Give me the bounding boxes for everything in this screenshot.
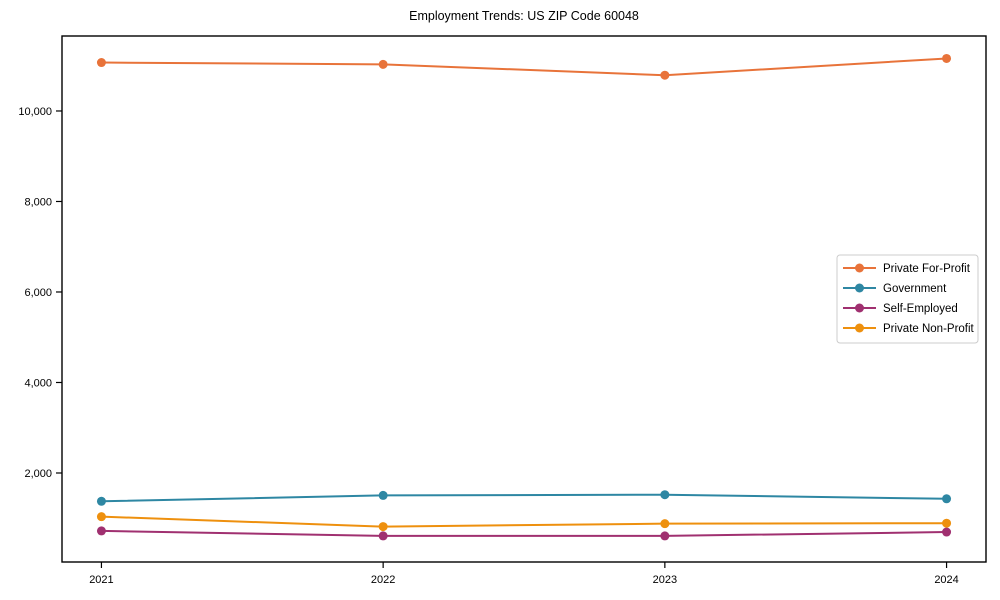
- legend-swatch-marker: [855, 263, 864, 273]
- series-government: [96, 490, 952, 506]
- legend-swatch-marker: [855, 283, 864, 293]
- legend-label: Private For-Profit: [883, 263, 971, 275]
- y-axis-tick-label: 2,000: [24, 468, 52, 480]
- series-line-government: [101, 493, 947, 503]
- legend-swatch-marker: [855, 303, 864, 313]
- series-line-self-employed: [101, 529, 947, 537]
- data-point-government: [942, 494, 952, 504]
- chart-title: Employment Trends: US ZIP Code 60048: [409, 9, 639, 23]
- data-point-private-for-profit: [942, 53, 952, 63]
- data-point-self-employed: [660, 531, 670, 541]
- legend-swatch-marker: [855, 323, 864, 333]
- series-private-for-profit: [96, 53, 952, 80]
- data-point-self-employed: [942, 527, 952, 537]
- series-private-non-profit: [96, 512, 952, 532]
- x-axis-tick-label: 2021: [89, 574, 113, 586]
- data-point-self-employed: [96, 526, 106, 536]
- data-point-government: [96, 496, 106, 506]
- y-axis-tick-label: 4,000: [24, 377, 52, 389]
- data-point-private-non-profit: [942, 518, 952, 528]
- data-point-government: [660, 490, 670, 500]
- legend-label: Self-Employed: [883, 303, 958, 315]
- data-point-private-non-profit: [378, 522, 388, 532]
- series-line-private-for-profit: [101, 57, 947, 77]
- data-point-self-employed: [378, 531, 388, 541]
- data-point-private-for-profit: [96, 58, 106, 68]
- data-point-government: [378, 490, 388, 500]
- chart-legend: Private For-Profit Government Self-Employe…: [836, 254, 979, 344]
- data-point-private-for-profit: [378, 59, 388, 69]
- data-point-private-for-profit: [660, 70, 670, 80]
- x-axis-tick-label: 2024: [934, 574, 958, 586]
- y-axis-tick-label: 6,000: [24, 287, 52, 299]
- legend-box: [836, 254, 979, 344]
- x-axis-tick-label: 2022: [371, 574, 395, 586]
- series-self-employed: [96, 526, 952, 541]
- plot-frame: [61, 35, 987, 563]
- legend-label: Government: [883, 283, 947, 295]
- data-point-private-non-profit: [660, 519, 670, 529]
- y-axis-tick-label: 8,000: [24, 196, 52, 208]
- series-line-private-non-profit: [101, 515, 947, 528]
- y-axis-tick-label: 10,000: [18, 106, 52, 118]
- x-axis-tick-label: 2023: [653, 574, 677, 586]
- data-point-private-non-profit: [96, 512, 106, 522]
- legend-label: Private Non-Profit: [883, 323, 975, 335]
